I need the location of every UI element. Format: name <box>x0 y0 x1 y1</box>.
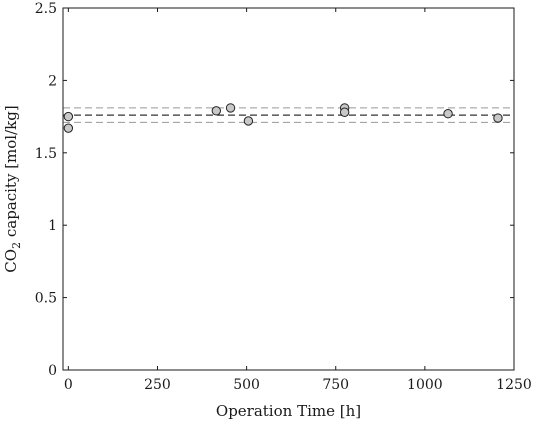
data-point <box>493 113 503 123</box>
y-tick-label: 2 <box>48 73 57 89</box>
data-point <box>225 103 236 113</box>
y-tick-label: 1.5 <box>35 146 57 162</box>
y-tick-label: 1 <box>48 218 57 234</box>
plot-frame <box>62 7 515 371</box>
y-axis-label: CO2 capacity [mol/kg] <box>2 105 23 272</box>
data-point <box>243 116 254 126</box>
y-tick-label: 0 <box>48 363 57 379</box>
x-tick-label: 250 <box>144 377 171 393</box>
data-point <box>63 111 74 122</box>
data-point <box>211 106 222 116</box>
y-axis-label-subscript: 2 <box>10 242 23 249</box>
data-point <box>443 109 453 119</box>
reference-lines <box>63 107 514 123</box>
y-axis-label-main: CO <box>2 249 20 273</box>
y-tick-label: 0.5 <box>35 291 57 307</box>
x-axis-ticks: 0 250 500 750 1000 1250 <box>64 8 532 393</box>
x-tick-label: 1000 <box>407 377 443 393</box>
x-tick-label: 750 <box>322 377 349 393</box>
data-point <box>339 107 350 117</box>
x-tick-label: 1250 <box>496 377 532 393</box>
x-tick-label: 500 <box>233 377 260 393</box>
data-points <box>63 103 503 133</box>
y-axis-ticks: 0 0.5 1 1.5 2 2.5 <box>35 1 514 379</box>
y-tick-label: 2.5 <box>35 1 57 17</box>
data-point <box>63 123 74 133</box>
x-tick-label: 0 <box>64 377 73 393</box>
x-axis-label: Operation Time [h] <box>216 402 361 420</box>
y-axis-label-rest: capacity [mol/kg] <box>2 105 20 242</box>
